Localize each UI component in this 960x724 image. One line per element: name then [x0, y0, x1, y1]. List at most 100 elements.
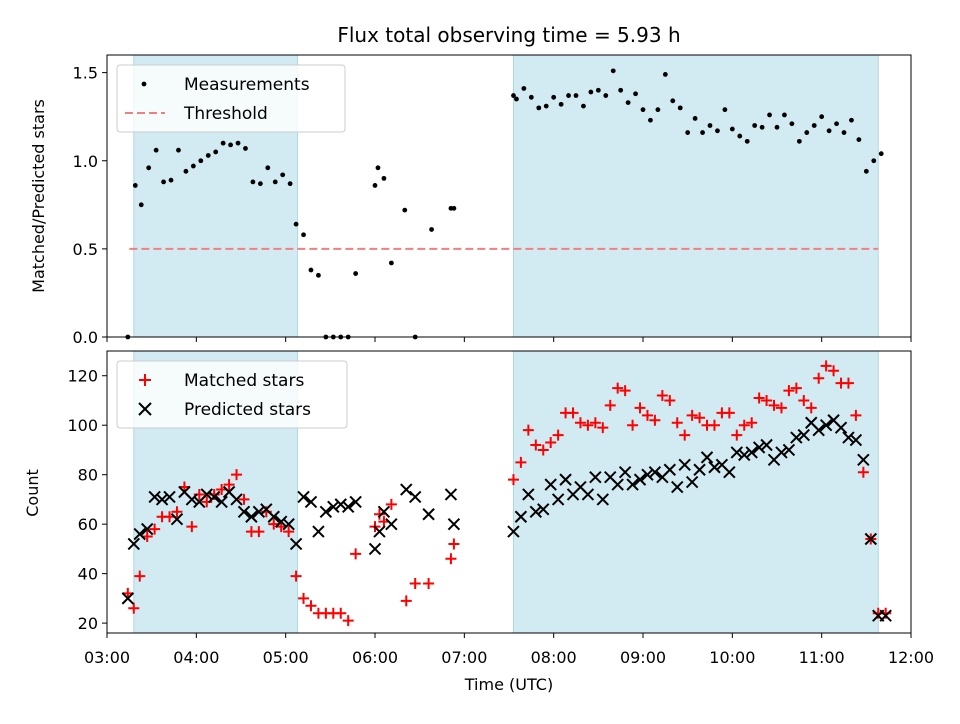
measurement-point	[588, 89, 594, 95]
measurement-point	[811, 123, 817, 128]
measurement-point	[573, 93, 579, 98]
predicted-star-point	[879, 609, 892, 622]
legend-measurements: Measurements	[184, 75, 310, 95]
measurement-point	[451, 205, 457, 211]
measurement-point	[353, 271, 359, 276]
bottom-panel: 20 40 60 80 100 120 03:00 04:00 05:00 06:00 07:00…	[23, 350, 934, 694]
predicted-star-point	[245, 510, 258, 523]
predicted-star-point	[671, 480, 684, 494]
bottom-y-tick-label: 60	[78, 515, 98, 534]
measurement-point	[198, 158, 204, 164]
matched-star-point	[656, 390, 668, 402]
matched-star-point	[671, 417, 683, 429]
measurement-point	[190, 163, 196, 169]
matched-star-point	[283, 526, 295, 538]
predicted-star-point	[544, 478, 557, 491]
top-y-tick-label: 0.0	[73, 328, 98, 347]
matched-star-point	[423, 578, 435, 590]
measurement-point	[633, 91, 638, 97]
matched-star-point	[805, 402, 817, 414]
measurement-point	[603, 93, 609, 98]
x-tick-label: 05:00	[263, 648, 309, 667]
predicted-star-point	[400, 483, 413, 496]
top-y-axis: 0.0 0.5 1.0 1.5	[73, 64, 107, 347]
measurement-point	[257, 181, 263, 187]
matched-star-point	[582, 419, 594, 431]
matched-stars-points	[122, 360, 892, 627]
top-y-tick-label: 0.5	[73, 240, 98, 259]
matched-star-point	[641, 409, 653, 421]
predicted-star-point	[304, 495, 318, 509]
measurement-point	[655, 107, 661, 113]
measurement-point	[205, 153, 211, 158]
top-legend: Measurements Threshold	[116, 64, 346, 133]
measurement-point	[272, 179, 278, 185]
predicted-star-point	[678, 458, 691, 471]
matched-star-point	[574, 417, 586, 429]
predicted-star-point	[185, 493, 199, 506]
predicted-star-point	[633, 473, 647, 486]
legend-predicted-marker	[138, 402, 152, 416]
x-tick-label: 03:00	[84, 648, 130, 667]
bottom-plot-frame	[106, 350, 912, 634]
measurement-point	[511, 93, 516, 98]
x-tick-label: 04:00	[173, 648, 219, 667]
measurement-point	[514, 96, 519, 102]
measurement-point	[737, 133, 743, 139]
predicted-star-point	[618, 466, 632, 479]
predicted-star-point	[252, 505, 266, 518]
predicted-star-point	[842, 431, 855, 444]
measurement-point	[640, 107, 646, 113]
predicted-star-point	[760, 438, 773, 452]
measurement-point	[834, 121, 839, 127]
predicted-star-point	[237, 505, 251, 518]
predicted-star-point	[282, 517, 295, 531]
matched-star-point	[708, 419, 720, 431]
x-tick-label: 09:00	[620, 648, 666, 667]
measurement-point	[759, 124, 765, 130]
matched-star-point	[649, 414, 661, 426]
matched-star-point	[305, 600, 317, 612]
predicted-star-point	[596, 493, 610, 506]
measurement-point	[176, 147, 181, 153]
predicted-star-point	[422, 508, 435, 521]
measurement-point	[161, 179, 166, 185]
x-tick-label: 12:00	[888, 648, 934, 667]
predicted-star-point	[745, 446, 758, 459]
measurement-point	[648, 117, 653, 123]
measurement-point	[536, 105, 542, 111]
predicted-star-point	[693, 463, 706, 476]
predicted-star-point	[170, 513, 184, 526]
predicted-star-point	[230, 493, 243, 506]
predicted-star-point	[385, 517, 398, 531]
legend-matched-stars: Matched stars	[184, 371, 304, 391]
predicted-star-point	[377, 505, 391, 518]
predicted-star-point	[148, 490, 161, 504]
measurement-point	[789, 121, 795, 127]
predicted-star-point	[274, 515, 288, 528]
predicted-star-point	[522, 488, 535, 501]
measurement-point	[250, 179, 256, 185]
measurement-point	[566, 93, 571, 98]
measurement-point	[388, 260, 394, 266]
matched-star-point	[775, 402, 787, 414]
top-plot-frame	[106, 54, 912, 338]
matched-star-point	[350, 548, 362, 560]
matched-star-point	[597, 422, 609, 434]
matched-star-point	[373, 508, 385, 520]
matched-star-point	[664, 394, 676, 406]
predicted-star-point	[797, 428, 811, 442]
matched-star-point	[686, 409, 698, 421]
measurement-point	[381, 175, 387, 181]
predicted-star-point	[267, 510, 280, 523]
matched-star-point	[342, 615, 354, 627]
measurement-point	[819, 114, 825, 120]
matched-star-point	[231, 469, 243, 481]
measurement-point	[375, 165, 381, 171]
measurement-point	[707, 123, 713, 128]
measurement-point	[796, 138, 802, 144]
top-y-axis-label: Matched/Predicted stars	[29, 99, 48, 293]
predicted-star-point	[215, 495, 228, 509]
matched-star-point	[445, 553, 457, 565]
